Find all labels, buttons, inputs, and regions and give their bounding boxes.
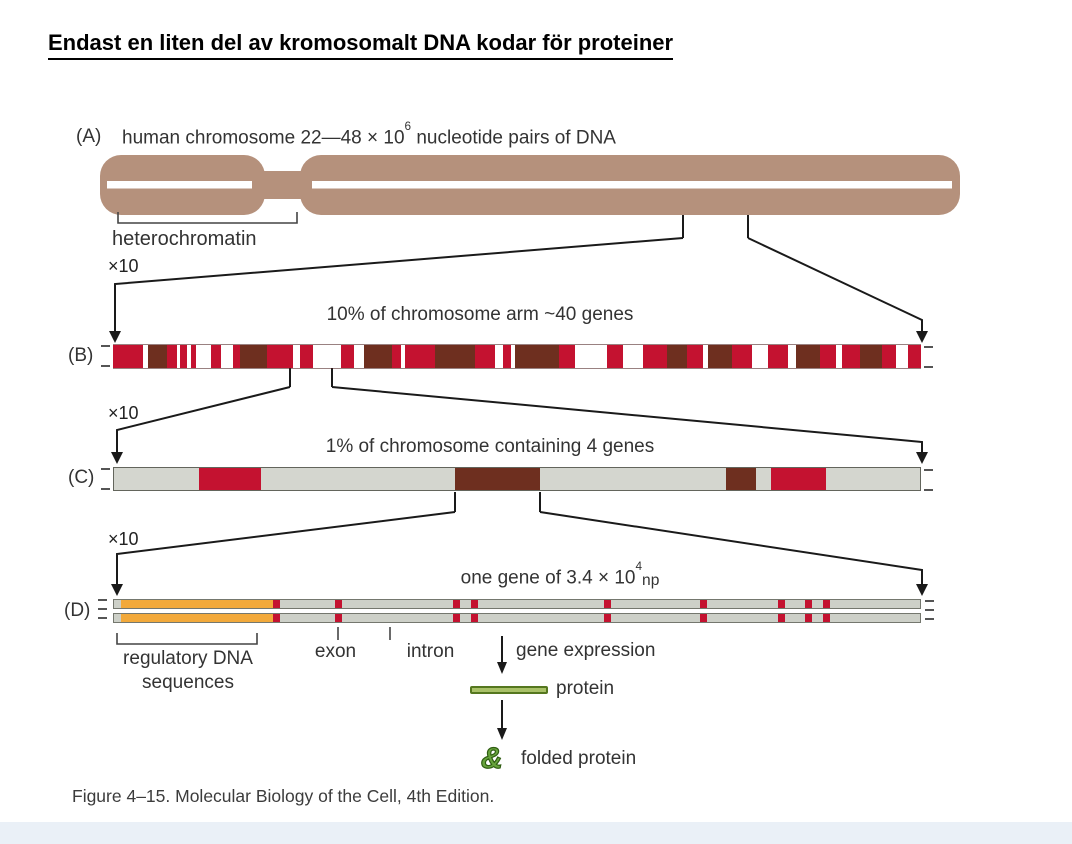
arrowhead-d-right <box>916 584 928 596</box>
zoom-x10-label-b: ×10 <box>108 256 139 276</box>
panel-a-tag: (A) <box>76 126 102 147</box>
figure-caption: Figure 4–15. Molecular Biology of the Ce… <box>72 786 495 806</box>
funnel-line-c-right <box>331 386 923 452</box>
regulatory-dna-label-line1: regulatory DNA <box>123 648 253 669</box>
gene-expression-label: gene expression <box>516 640 656 661</box>
zoom-x10-label-c: ×10 <box>108 403 139 423</box>
panel-c-heading: 1% of chromosome containing 4 genes <box>325 436 655 457</box>
arrowhead-b-left <box>109 331 121 343</box>
panel-c-tag: (C) <box>68 467 95 488</box>
regulatory-bracket <box>116 633 258 645</box>
intron-label: intron <box>406 641 455 662</box>
chromatid-gap-left <box>107 181 252 189</box>
exon-label: exon <box>314 641 357 662</box>
gene-strand-bottom <box>113 613 921 623</box>
funnel-line-d-left <box>116 511 456 584</box>
chromatid-gap-right <box>312 181 952 189</box>
funnel-line-b-right <box>747 237 923 331</box>
panel-a-heading: human chromosome 22—48 × 106 nucleotide … <box>122 119 616 149</box>
funnel-line-b-left <box>114 237 684 331</box>
zoom-x10-label-d: ×10 <box>108 529 139 549</box>
panel-b-tag: (B) <box>68 345 94 366</box>
bottom-strip <box>0 822 1072 844</box>
heterochromatin-bracket <box>117 212 298 224</box>
funnel-line-c-left <box>116 386 291 452</box>
panel-b-heading: 10% of chromosome arm ~40 genes <box>326 304 634 325</box>
protein-label: protein <box>556 678 615 699</box>
arrowhead-c-left <box>111 452 123 464</box>
heterochromatin-label: heterochromatin <box>112 228 257 250</box>
arrowhead-d-left <box>111 584 123 596</box>
arrowhead-b-right <box>916 331 928 343</box>
panel-d-heading: one gene of 3.4 × 104np <box>460 559 660 590</box>
chromosome-segment-bar <box>113 467 921 491</box>
arrowhead-c-right <box>916 452 928 464</box>
panel-d-tag: (D) <box>64 600 91 621</box>
funnel-line-d-right <box>539 511 923 584</box>
chromosome-graphic <box>100 155 960 215</box>
regulatory-dna-label-line2: sequences <box>142 672 234 693</box>
protein-bar-icon <box>470 686 548 694</box>
folded-protein-icon: & <box>480 742 503 775</box>
gene-expression-arrowhead <box>497 662 507 674</box>
gene-strand-top <box>113 599 921 609</box>
folding-arrowhead <box>497 728 507 740</box>
chromosome-centromere <box>252 171 312 199</box>
chromosome-arm-band-bar <box>113 344 921 369</box>
folded-protein-label: folded protein <box>521 748 637 769</box>
slide-title: Endast en liten del av kromosomalt DNA k… <box>48 30 674 60</box>
